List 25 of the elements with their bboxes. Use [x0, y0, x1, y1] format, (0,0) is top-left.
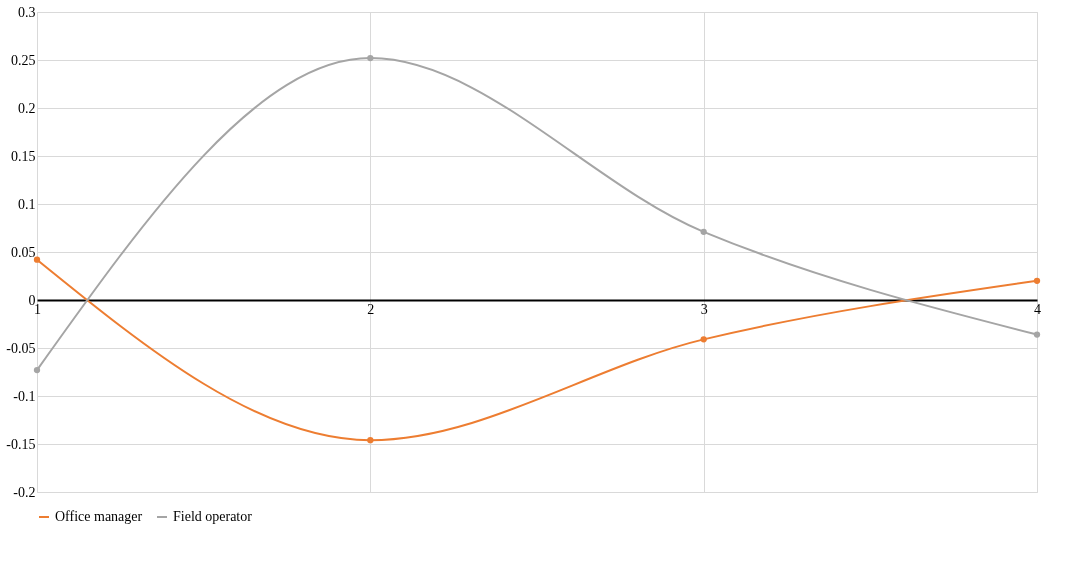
y-tick-label: -0.15	[6, 436, 36, 452]
y-tick-label: 0	[28, 292, 36, 308]
y-tick-label: -0.2	[13, 484, 36, 500]
point	[700, 336, 707, 343]
y-tick-label: 0.1	[18, 196, 36, 212]
y-tick-label: 0.25	[11, 52, 36, 68]
point	[700, 228, 707, 235]
y-tick-label: 0.2	[18, 100, 36, 116]
point	[1033, 277, 1041, 284]
point	[1033, 331, 1041, 338]
point	[33, 256, 41, 263]
point	[33, 366, 41, 374]
x-tick-label: 4	[1034, 301, 1041, 317]
point	[367, 437, 374, 444]
y-tick-label: 0.15	[11, 148, 36, 164]
y-tick-label: -0.1	[13, 388, 36, 404]
legend-label: Office manager	[55, 509, 143, 524]
x-tick-label: 1	[34, 301, 41, 317]
x-tick-label: 2	[367, 301, 375, 317]
legend-label: Field operator	[173, 509, 253, 524]
y-tick-label: 0.3	[18, 4, 36, 20]
x-tick-label: 3	[700, 301, 708, 317]
y-tick-label: 0.05	[11, 244, 36, 260]
y-tick-label: -0.05	[6, 340, 36, 356]
point	[367, 54, 374, 62]
